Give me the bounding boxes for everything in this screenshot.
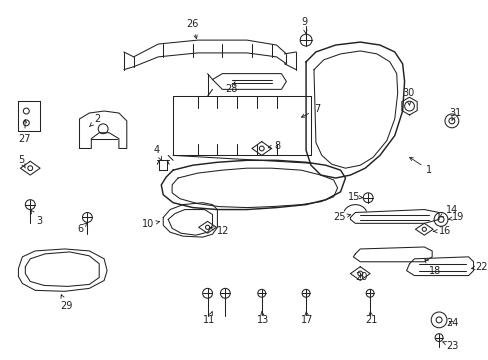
Text: 26: 26 (185, 19, 198, 39)
Text: 11: 11 (202, 312, 214, 325)
Text: 25: 25 (333, 212, 350, 222)
Text: 14: 14 (439, 204, 457, 217)
Text: 5: 5 (19, 155, 25, 168)
Text: 20: 20 (355, 271, 367, 282)
Text: 16: 16 (432, 226, 450, 236)
Text: 6: 6 (78, 223, 86, 234)
Text: 9: 9 (301, 17, 306, 33)
Text: 31: 31 (448, 108, 460, 121)
Text: 28: 28 (225, 82, 237, 94)
Text: 24: 24 (445, 318, 457, 328)
Text: 1: 1 (409, 157, 431, 175)
Text: 8: 8 (268, 140, 280, 150)
Text: 12: 12 (210, 226, 229, 236)
Text: 23: 23 (442, 341, 457, 351)
Text: 3: 3 (31, 210, 42, 226)
Text: 7: 7 (301, 104, 320, 117)
Text: 18: 18 (424, 260, 441, 276)
Text: 27: 27 (19, 120, 31, 144)
Text: 21: 21 (365, 312, 377, 325)
Text: 29: 29 (60, 295, 72, 311)
Text: 19: 19 (448, 212, 463, 222)
Text: 15: 15 (347, 192, 362, 202)
Text: 17: 17 (301, 312, 313, 325)
Text: 4: 4 (153, 145, 162, 161)
Text: 22: 22 (470, 262, 487, 272)
Text: 30: 30 (402, 88, 414, 105)
Text: 13: 13 (256, 312, 268, 325)
Text: 10: 10 (142, 219, 159, 229)
Text: 2: 2 (89, 114, 101, 127)
